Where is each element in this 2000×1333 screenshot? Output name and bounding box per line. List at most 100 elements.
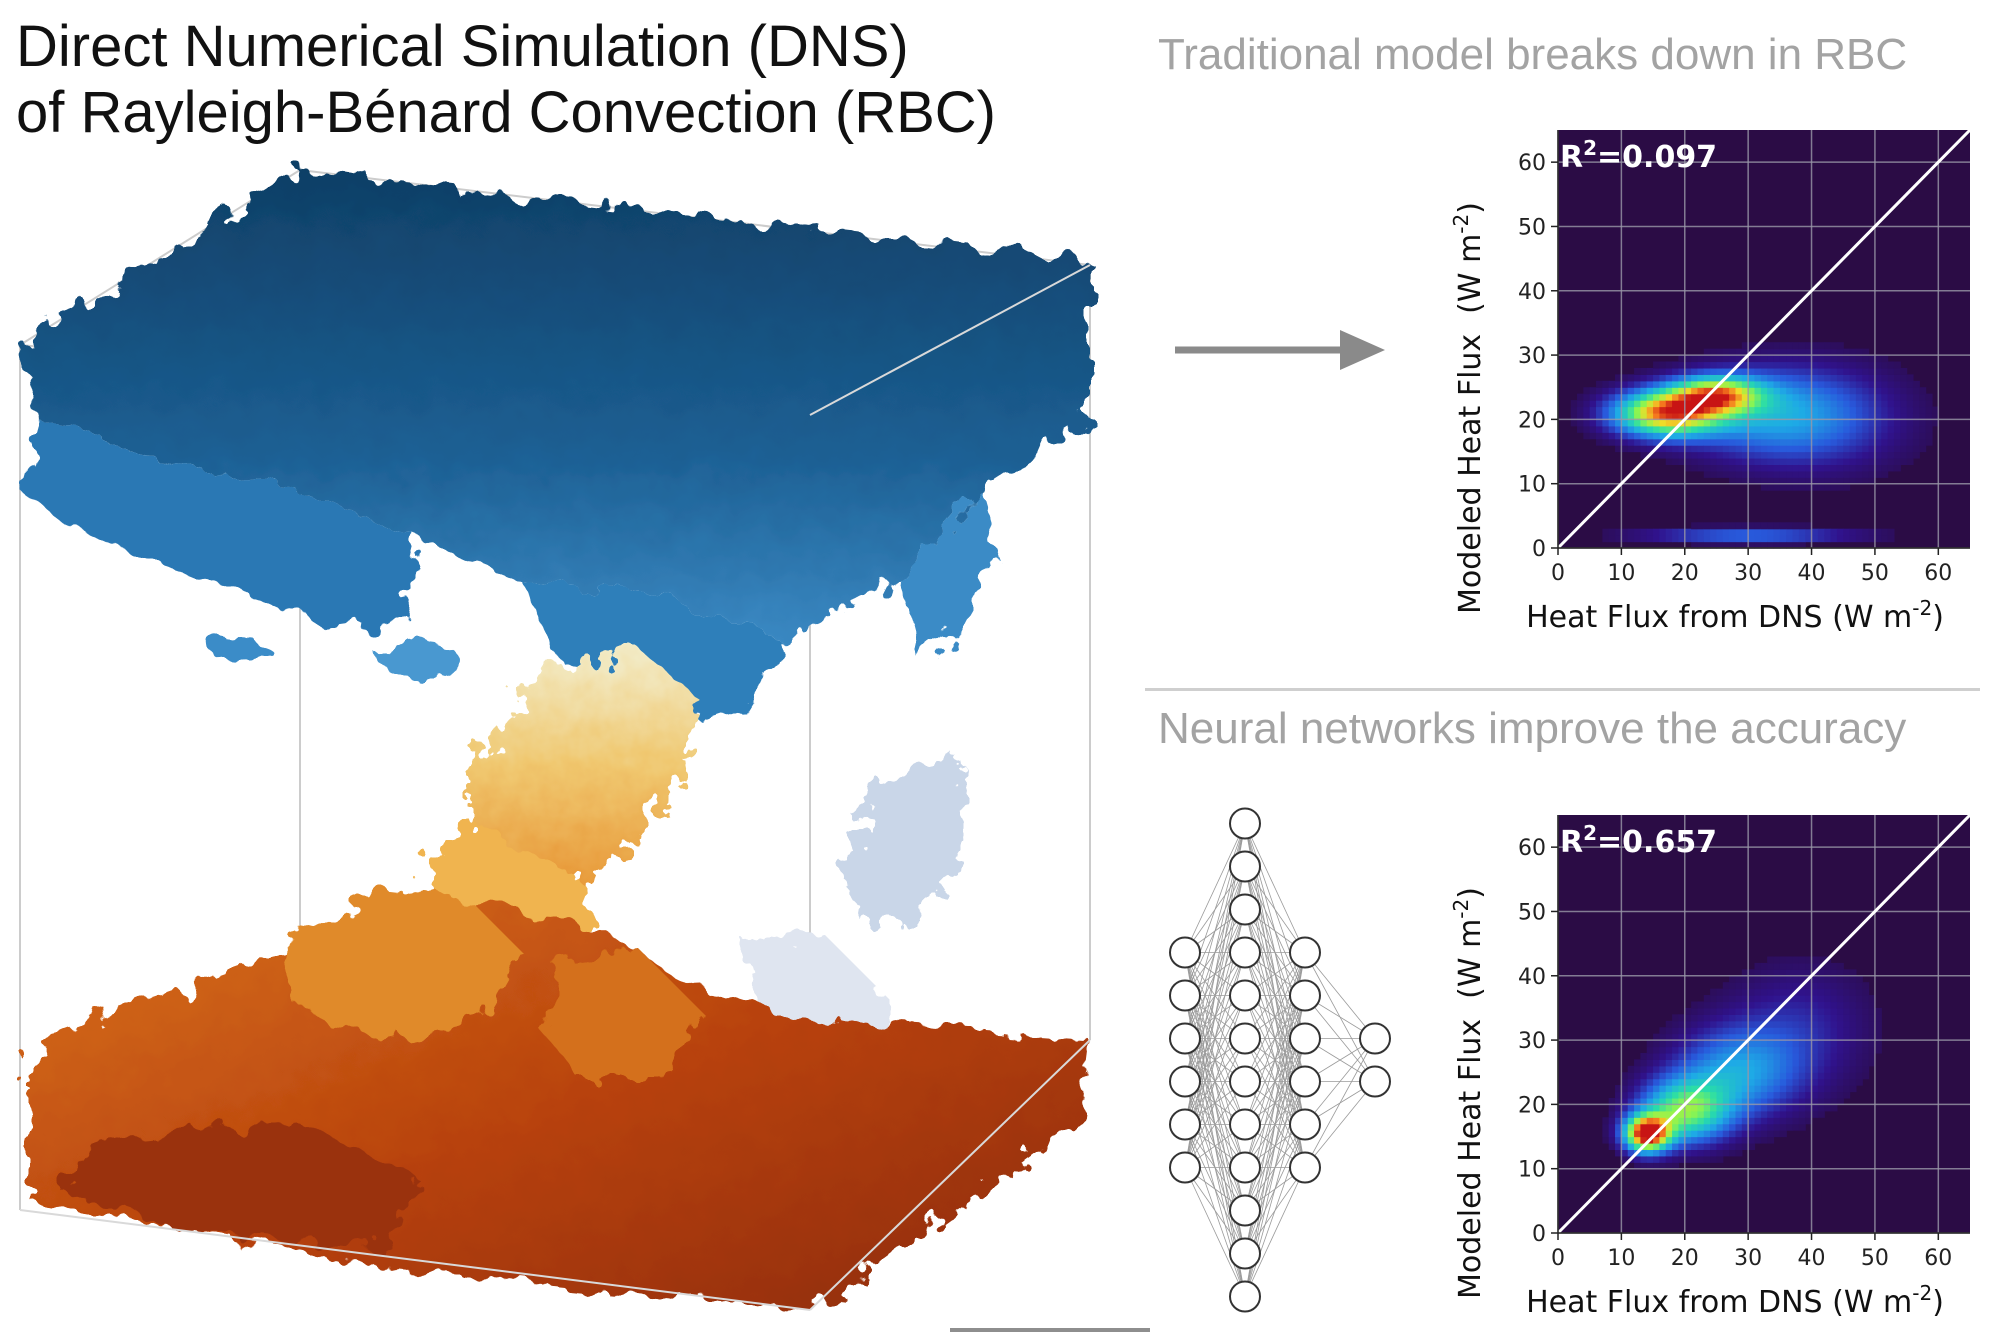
density-cell	[1697, 457, 1705, 465]
density-cell	[1659, 1130, 1667, 1138]
density-cell	[1849, 988, 1857, 996]
density-cell	[1646, 412, 1654, 420]
density-cell	[1919, 400, 1927, 408]
density-cell	[1710, 1046, 1718, 1054]
density-cell	[1792, 1001, 1800, 1009]
density-cell	[1684, 1052, 1692, 1060]
density-cell	[1754, 1078, 1762, 1086]
density-cell	[1729, 387, 1737, 395]
density-cell	[1843, 1059, 1851, 1067]
density-cell	[1741, 445, 1749, 453]
density-cell	[1881, 438, 1889, 446]
density-cell	[1792, 975, 1800, 983]
density-cell	[1703, 348, 1711, 356]
density-cell	[1722, 1117, 1730, 1125]
density-cell	[1798, 1059, 1806, 1067]
density-cell	[1684, 535, 1692, 543]
density-cell	[1805, 400, 1813, 408]
density-cell	[1760, 1130, 1768, 1138]
x-axis-label-main: Heat Flux from DNS (W m	[1526, 600, 1912, 635]
density-cell	[1849, 1046, 1857, 1054]
density-cell	[1741, 1001, 1749, 1009]
density-cell	[1748, 1091, 1756, 1099]
density-cell	[1798, 425, 1806, 433]
density-cell	[1779, 1059, 1787, 1067]
density-cell	[1741, 995, 1749, 1003]
density-cell	[1779, 1085, 1787, 1093]
density-cell	[1773, 400, 1781, 408]
density-cell	[1792, 348, 1800, 356]
density-cell	[1729, 445, 1737, 453]
density-cell	[1830, 1046, 1838, 1054]
density-cell	[1653, 1117, 1661, 1125]
density-cell	[1672, 1097, 1680, 1105]
density-cell	[1900, 451, 1908, 459]
density-cell	[1748, 1136, 1756, 1144]
density-cell	[1862, 361, 1870, 369]
density-cell	[1741, 982, 1749, 990]
density-cell	[1665, 419, 1673, 427]
density-cell	[1773, 1046, 1781, 1054]
density-cell	[1906, 419, 1914, 427]
density-cell	[1805, 522, 1813, 530]
density-cell	[1773, 1027, 1781, 1035]
density-cell	[1773, 541, 1781, 549]
density-cell	[1722, 367, 1730, 375]
density-cell	[1849, 1033, 1857, 1041]
density-cell	[1830, 483, 1838, 491]
density-cell	[1836, 432, 1844, 440]
network-node-layer-1	[1169, 936, 1201, 969]
density-cell	[1792, 387, 1800, 395]
density-cell	[1627, 1104, 1635, 1112]
density-cell	[1792, 1052, 1800, 1060]
density-cell	[1697, 355, 1705, 363]
density-cell	[1767, 1027, 1775, 1035]
density-cell	[1868, 438, 1876, 446]
density-cell	[1684, 1136, 1692, 1144]
density-cell	[1691, 438, 1699, 446]
density-cell	[1931, 419, 1939, 427]
density-cell	[1608, 1123, 1616, 1131]
density-cell	[1627, 1130, 1635, 1138]
density-cell	[1779, 348, 1787, 356]
density-cell	[1703, 1123, 1711, 1131]
density-cell	[1862, 1020, 1870, 1028]
density-cell	[1805, 393, 1813, 401]
density-cell	[1855, 982, 1863, 990]
density-cell	[1672, 1040, 1680, 1048]
density-cell	[1805, 425, 1813, 433]
density-cell	[1912, 393, 1920, 401]
density-cell	[1830, 477, 1838, 485]
density-cell	[1703, 445, 1711, 453]
density-cell	[1684, 1130, 1692, 1138]
density-cell	[1646, 445, 1654, 453]
density-cell	[1760, 367, 1768, 375]
density-cell	[1805, 988, 1813, 996]
x-tick-label: 50	[1861, 561, 1889, 586]
density-cell	[1678, 1149, 1686, 1157]
density-cell	[1843, 367, 1851, 375]
density-cell	[1824, 1059, 1832, 1067]
density-cell	[1570, 412, 1578, 420]
density-cell	[1855, 1065, 1863, 1073]
density-cell	[1634, 1142, 1641, 1150]
density-cell	[1767, 988, 1775, 996]
density-cell	[1615, 535, 1622, 543]
density-cell	[1817, 1027, 1825, 1035]
density-cell	[1678, 1155, 1686, 1163]
density-cell	[1741, 470, 1749, 478]
density-cell	[1722, 1085, 1730, 1093]
density-cell	[1817, 975, 1825, 983]
density-cell	[1729, 1104, 1737, 1112]
density-cell	[1798, 380, 1806, 388]
density-cell	[1735, 1136, 1743, 1144]
density-cell	[1874, 1046, 1882, 1054]
density-cell	[1716, 522, 1724, 530]
density-cell	[1824, 1020, 1832, 1028]
density-cell	[1900, 438, 1908, 446]
density-cell	[1608, 387, 1616, 395]
density-cell	[1678, 1085, 1686, 1093]
density-cell	[1773, 367, 1781, 375]
density-cell	[1760, 342, 1768, 350]
density-cell	[1773, 528, 1781, 536]
